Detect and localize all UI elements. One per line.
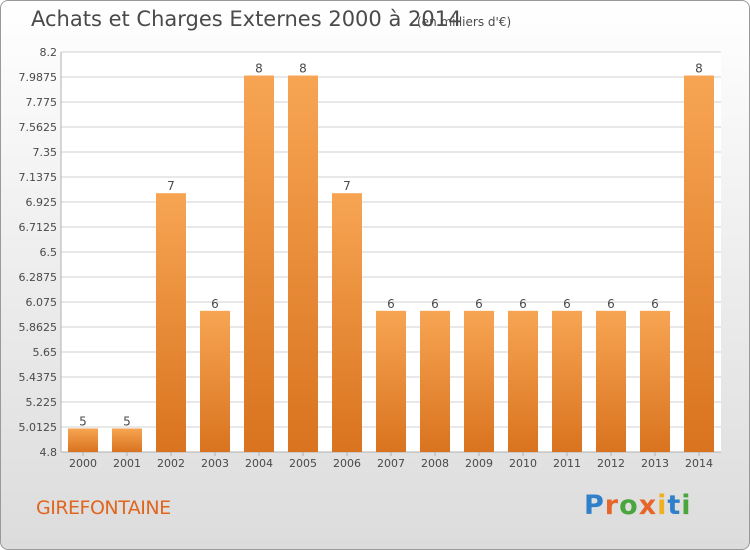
y-tick-label: 5.4375 <box>19 371 58 384</box>
bar-value-label: 6 <box>607 297 615 311</box>
x-tick-label: 2002 <box>157 457 185 470</box>
commune-name: GIREFONTAINE <box>36 497 171 519</box>
bar <box>332 193 362 453</box>
y-tick-label: 6.925 <box>26 196 58 209</box>
y-tick-label: 7.775 <box>26 96 58 109</box>
y-tick-label: 5.8625 <box>19 321 58 334</box>
chart-title: Achats et Charges Externes 2000 à 2014 <box>31 7 462 31</box>
y-tick-label: 5.0125 <box>19 421 58 434</box>
logo-letter: P <box>584 490 605 521</box>
bar-value-label: 8 <box>255 62 263 76</box>
bar <box>244 75 274 452</box>
x-tick-label: 2014 <box>685 457 713 470</box>
logo-letter: i <box>681 490 692 521</box>
bar <box>68 428 98 452</box>
y-tick-label: 6.5 <box>40 246 58 259</box>
bar-value-label: 5 <box>123 414 131 428</box>
y-tick-label: 7.5625 <box>19 121 58 134</box>
y-tick-label: 8.2 <box>40 46 58 59</box>
y-tick-label: 4.8 <box>40 446 58 459</box>
proxiti-logo[interactable]: Proxiti <box>584 490 692 521</box>
bar-value-label: 6 <box>431 297 439 311</box>
y-tick-label: 5.65 <box>33 346 58 359</box>
bar <box>200 310 230 452</box>
x-tick-label: 2011 <box>553 457 581 470</box>
bar <box>156 193 186 453</box>
bar <box>552 310 582 452</box>
x-tick-label: 2012 <box>597 457 625 470</box>
x-tick-label: 2006 <box>333 457 361 470</box>
x-tick-label: 2001 <box>113 457 141 470</box>
bar-value-label: 8 <box>299 62 307 76</box>
bar-value-label: 6 <box>475 297 483 311</box>
bar-value-label: 7 <box>343 179 351 193</box>
x-tick-label: 2007 <box>377 457 405 470</box>
x-tick-label: 2003 <box>201 457 229 470</box>
bar <box>376 310 406 452</box>
logo-letter: r <box>604 490 620 521</box>
chart-subtitle: (en milliers d'€) <box>417 15 512 29</box>
x-tick-label: 2010 <box>509 457 537 470</box>
x-tick-label: 2009 <box>465 457 493 470</box>
logo-letter: x <box>638 490 658 521</box>
bar <box>464 310 494 452</box>
x-tick-label: 2005 <box>289 457 317 470</box>
x-tick-label: 2008 <box>421 457 449 470</box>
bar-value-label: 6 <box>211 297 219 311</box>
x-tick-label: 2013 <box>641 457 669 470</box>
logo-letter: o <box>619 490 639 521</box>
bar <box>596 310 626 452</box>
bar-value-label: 7 <box>167 179 175 193</box>
bar-value-label: 6 <box>563 297 571 311</box>
y-tick-label: 7.1375 <box>19 171 58 184</box>
y-tick-label: 7.9875 <box>19 71 58 84</box>
x-tick-label: 2000 <box>69 457 97 470</box>
bar <box>640 310 670 452</box>
logo-letter: i <box>657 490 668 521</box>
x-tick-label: 2004 <box>245 457 273 470</box>
y-tick-label: 6.075 <box>26 296 58 309</box>
bar-value-label: 6 <box>387 297 395 311</box>
bar <box>684 75 714 452</box>
bar <box>508 310 538 452</box>
bar-value-label: 5 <box>79 414 87 428</box>
y-tick-label: 5.225 <box>26 396 58 409</box>
bar <box>112 428 142 452</box>
logo-letter: t <box>667 490 682 521</box>
y-tick-label: 7.35 <box>33 146 58 159</box>
bar-value-label: 8 <box>695 62 703 76</box>
y-tick-label: 6.7125 <box>19 221 58 234</box>
bar-value-label: 6 <box>519 297 527 311</box>
bar <box>288 75 318 452</box>
y-tick-label: 6.2875 <box>19 271 58 284</box>
bar <box>420 310 450 452</box>
bar-value-label: 6 <box>651 297 659 311</box>
